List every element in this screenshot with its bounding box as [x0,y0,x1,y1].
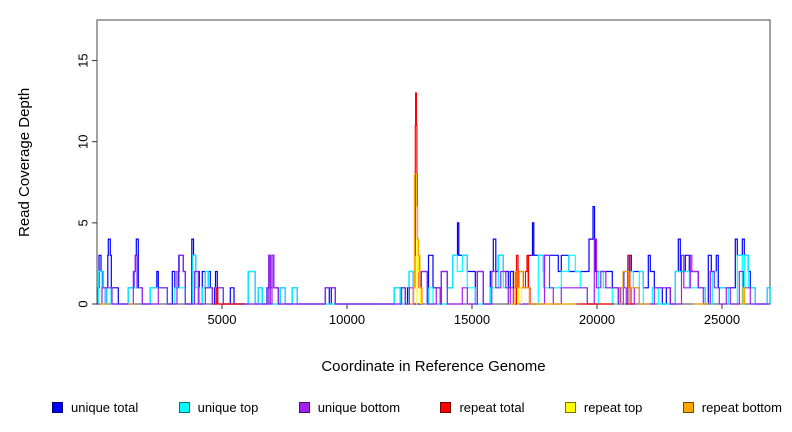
legend-item-repeat-top: repeat top [564,399,643,415]
x-tick-label: 15000 [454,312,490,327]
y-tick-label: 10 [76,134,91,148]
legend-label: repeat total [459,399,525,415]
legend: unique total unique top unique bottom repea… [52,396,782,418]
series-repeat-bottom [740,287,746,305]
legend-swatch-repeat-top [564,401,576,413]
legend-item-unique-bottom: unique bottom [298,399,401,415]
y-tick-label: 15 [76,53,91,67]
series-repeat-total [214,287,244,305]
series-repeat-top [517,287,523,305]
x-tick-label: 10000 [329,312,365,327]
legend-swatch-repeat-total [440,401,452,413]
legend-item-unique-total: unique total [52,400,138,415]
x-axis-label: Coordinate in Reference Genome [321,358,546,375]
y-tick-label: 5 [76,219,91,226]
x-tick-label: 25000 [704,312,740,327]
y-axis-label: Read Coverage Depth [16,87,33,237]
x-tick-label: 20000 [579,312,615,327]
series-repeat-bottom [410,173,424,305]
series-unique-bottom [97,238,770,305]
legend-label: unique total [71,399,139,415]
legend-item-repeat-bottom: repeat bottom [682,399,782,415]
series-repeat-bottom [508,270,576,305]
legend-swatch-repeat-bottom [682,401,694,413]
legend-label: repeat top [583,399,643,415]
legend-swatch-unique-top [178,401,190,413]
series-unique-top [97,254,771,305]
series-repeat-bottom [619,270,650,305]
legend-label: repeat bottom [701,399,782,415]
legend-label: unique top [197,399,259,415]
legend-item-repeat-total: repeat total [440,399,525,415]
y-tick-label: 0 [76,300,91,307]
series-repeat-total [625,254,634,305]
legend-swatch-unique-bottom [298,401,310,413]
x-tick-label: 5000 [208,312,237,327]
legend-item-unique-top: unique top [178,399,259,415]
legend-label: unique bottom [317,399,401,415]
legend-swatch-unique-total [52,401,63,413]
